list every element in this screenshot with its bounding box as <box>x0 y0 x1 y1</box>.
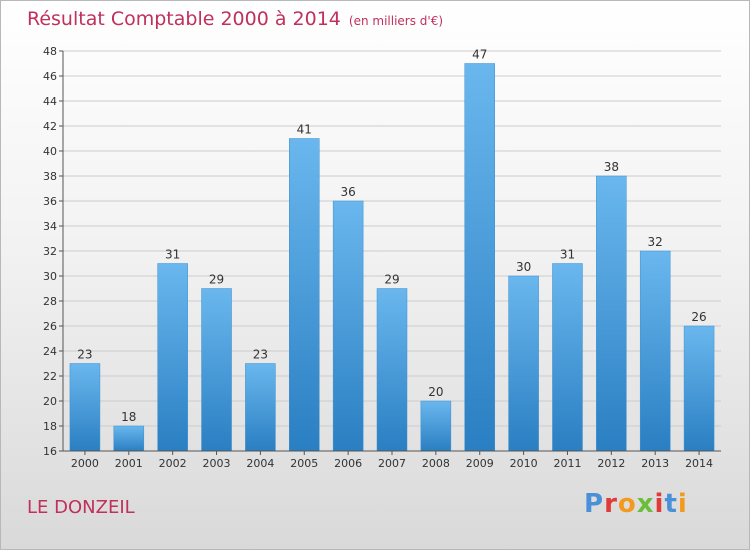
title-unit: (en milliers d'€) <box>348 14 444 28</box>
data-label: 32 <box>648 235 663 249</box>
data-label: 29 <box>209 273 224 287</box>
bar <box>113 425 145 452</box>
x-tick-label: 2009 <box>466 457 494 470</box>
x-tick-label: 2013 <box>641 457 669 470</box>
bar <box>289 138 320 452</box>
x-tick-label: 2001 <box>115 457 143 470</box>
data-label: 38 <box>604 160 619 174</box>
y-tick-label: 22 <box>43 370 57 383</box>
title-text: Résultat Comptable 2000 à 2014 <box>27 8 341 30</box>
data-label: 29 <box>384 273 399 287</box>
x-tick-label: 2014 <box>685 457 713 470</box>
x-tick-label: 2010 <box>510 457 538 470</box>
y-tick-label: 30 <box>43 270 57 283</box>
x-tick-label: 2003 <box>203 457 231 470</box>
bar <box>420 400 452 452</box>
x-tick-label: 2005 <box>290 457 318 470</box>
bar <box>464 63 495 452</box>
data-label: 41 <box>297 123 312 137</box>
y-tick-label: 20 <box>43 395 57 408</box>
bar <box>683 325 715 452</box>
y-tick-label: 24 <box>43 345 57 358</box>
logo-letter: i <box>654 489 665 519</box>
y-tick-label: 28 <box>43 295 57 308</box>
x-tick-label: 2006 <box>334 457 362 470</box>
data-label: 23 <box>77 348 92 362</box>
data-label: 30 <box>516 260 531 274</box>
x-tick-label: 2000 <box>71 457 99 470</box>
x-tick-label: 2004 <box>246 457 274 470</box>
data-label: 23 <box>253 348 268 362</box>
y-tick-label: 48 <box>43 45 57 58</box>
y-tick-label: 16 <box>43 445 57 458</box>
data-label: 18 <box>121 410 136 424</box>
data-label: 20 <box>428 385 443 399</box>
y-tick-label: 26 <box>43 320 57 333</box>
x-tick-label: 2011 <box>553 457 581 470</box>
bar <box>639 250 671 452</box>
x-tick-label: 2007 <box>378 457 406 470</box>
x-tick-label: 2008 <box>422 457 450 470</box>
logo-letter: o <box>617 489 637 519</box>
logo-letter: i <box>677 489 688 519</box>
data-label: 31 <box>165 248 180 262</box>
proxiti-logo[interactable]: Proxiti <box>584 489 688 519</box>
bar <box>201 288 232 452</box>
bar <box>69 363 101 452</box>
logo-letter: x <box>636 489 655 519</box>
bar <box>157 263 188 452</box>
logo-letter: t <box>664 489 678 519</box>
bar <box>552 263 583 452</box>
bar <box>596 175 627 452</box>
bar <box>508 275 539 452</box>
y-tick-label: 34 <box>43 220 57 233</box>
y-tick-label: 18 <box>43 420 57 433</box>
y-tick-label: 44 <box>43 95 57 108</box>
x-tick-label: 2012 <box>597 457 625 470</box>
y-tick-label: 38 <box>43 170 57 183</box>
axes: 16 18 20 22 24 26 28 30 32 34 36 38 40 42 44 46 48 2000 20… <box>43 45 721 470</box>
bar <box>332 200 364 452</box>
y-tick-label: 40 <box>43 145 57 158</box>
commune-name: LE DONZEIL <box>27 497 135 518</box>
x-tick-label: 2002 <box>159 457 187 470</box>
data-label: 31 <box>560 248 575 262</box>
chart-title: Résultat Comptable 2000 à 2014 (en millie… <box>27 8 443 30</box>
bar <box>376 288 408 452</box>
y-tick-label: 46 <box>43 70 57 83</box>
data-label: 36 <box>340 185 355 199</box>
y-tick-label: 36 <box>43 195 57 208</box>
logo-letter: r <box>604 489 618 519</box>
y-tick-label: 42 <box>43 120 57 133</box>
y-tick-label: 32 <box>43 245 57 258</box>
data-label: 26 <box>691 310 706 324</box>
bar <box>245 363 276 452</box>
logo-letter: P <box>584 489 605 519</box>
bars: 23 18 31 29 23 41 36 29 20 47 30 31 38 32 26 <box>69 48 715 452</box>
data-label: 47 <box>472 48 487 62</box>
